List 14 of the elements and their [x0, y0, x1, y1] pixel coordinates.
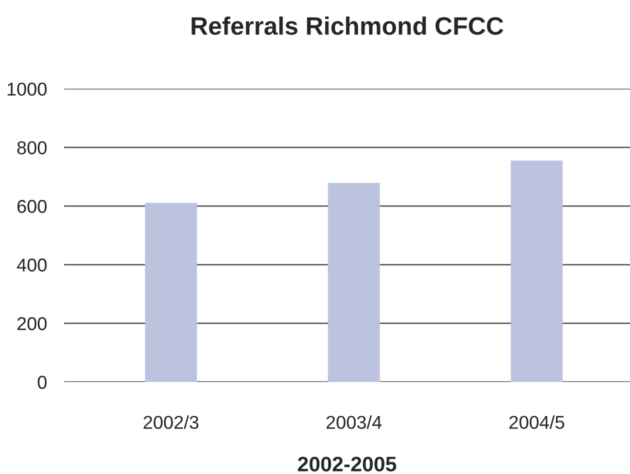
x-tick-label: 2002/3	[144, 415, 198, 429]
bar	[145, 202, 197, 382]
x-tick-label: 2004/5	[509, 415, 564, 429]
y-tick-label: 0	[38, 376, 47, 389]
y-tick-label: 200	[17, 317, 47, 330]
y-tick-label: 600	[17, 200, 47, 213]
x-tick-label: 2003/4	[326, 415, 382, 429]
x-axis-title: 2002-2005	[298, 456, 396, 472]
chart-title: Referrals Richmond CFCC	[192, 16, 504, 35]
bar	[510, 160, 563, 382]
y-tick-label: 1000	[8, 82, 47, 96]
y-tick-label: 400	[16, 258, 47, 272]
y-tick-label: 800	[17, 141, 47, 154]
bar	[328, 182, 380, 382]
